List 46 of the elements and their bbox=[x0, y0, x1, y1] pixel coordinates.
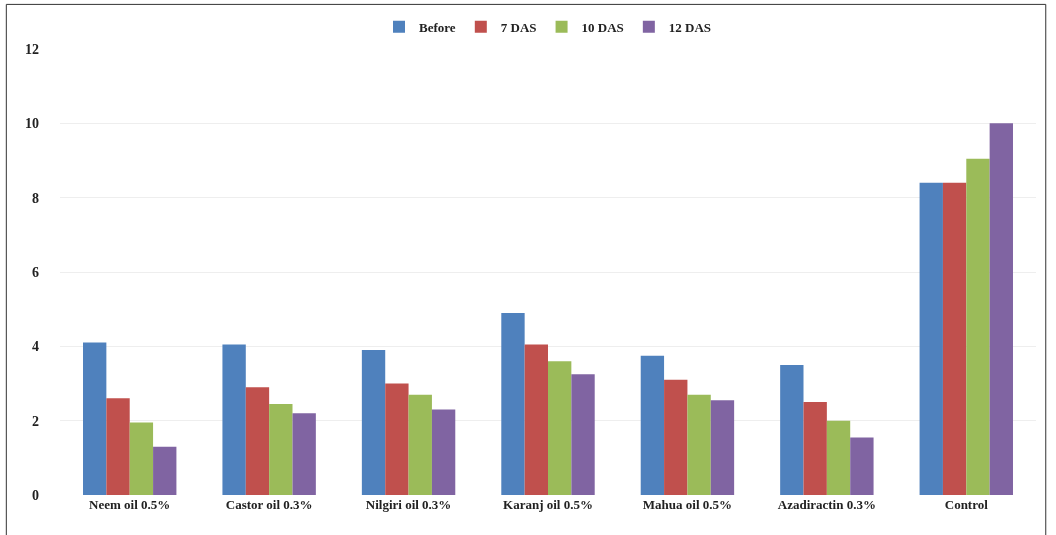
x-tick-label: Karanj oil 0.5% bbox=[503, 497, 593, 512]
y-tick-label: 4 bbox=[32, 339, 39, 355]
x-tick-label: Control bbox=[944, 497, 989, 512]
bar bbox=[292, 413, 316, 495]
y-tick-label: 8 bbox=[32, 190, 39, 206]
bar bbox=[245, 387, 270, 495]
bar bbox=[106, 398, 130, 495]
x-tick-label: Mahua oil 0.5% bbox=[642, 497, 733, 512]
bar bbox=[222, 344, 246, 495]
bar bbox=[129, 422, 154, 495]
bar bbox=[548, 361, 572, 495]
bar bbox=[408, 394, 432, 495]
x-tick-label: Nilgiri oil 0.3% bbox=[365, 497, 452, 512]
y-tick-label: 2 bbox=[32, 413, 39, 429]
bar bbox=[524, 344, 548, 495]
bar bbox=[687, 394, 711, 495]
bar bbox=[571, 374, 595, 495]
x-tick-label: Neem oil 0.5% bbox=[89, 497, 171, 512]
x-tick-label: Castor oil 0.3% bbox=[225, 497, 313, 512]
bar bbox=[989, 123, 1013, 495]
legend-label: 7 DAS bbox=[500, 19, 537, 35]
y-tick-label: 6 bbox=[32, 264, 39, 280]
bar bbox=[664, 379, 688, 495]
bar bbox=[803, 402, 827, 495]
bar bbox=[501, 312, 525, 495]
y-tick-label: 0 bbox=[32, 487, 39, 503]
bar bbox=[780, 364, 804, 495]
bar bbox=[942, 182, 967, 495]
bar bbox=[153, 446, 177, 495]
bar bbox=[361, 350, 386, 495]
legend-label: 12 DAS bbox=[668, 19, 712, 35]
x-tick-label: Azadiractin 0.3% bbox=[777, 497, 876, 512]
bar bbox=[850, 437, 874, 495]
legend-label: Before bbox=[419, 19, 456, 35]
bar bbox=[826, 420, 851, 495]
legend-label: 10 DAS bbox=[581, 19, 624, 35]
y-tick-label: 10 bbox=[25, 116, 39, 132]
bar bbox=[269, 403, 293, 495]
bar bbox=[966, 158, 990, 495]
y-tick-label: 12 bbox=[25, 41, 39, 57]
bar bbox=[385, 383, 409, 495]
bar bbox=[640, 355, 665, 495]
bar bbox=[431, 409, 456, 495]
bar bbox=[710, 400, 735, 495]
bar bbox=[83, 342, 107, 495]
bar bbox=[919, 182, 943, 495]
